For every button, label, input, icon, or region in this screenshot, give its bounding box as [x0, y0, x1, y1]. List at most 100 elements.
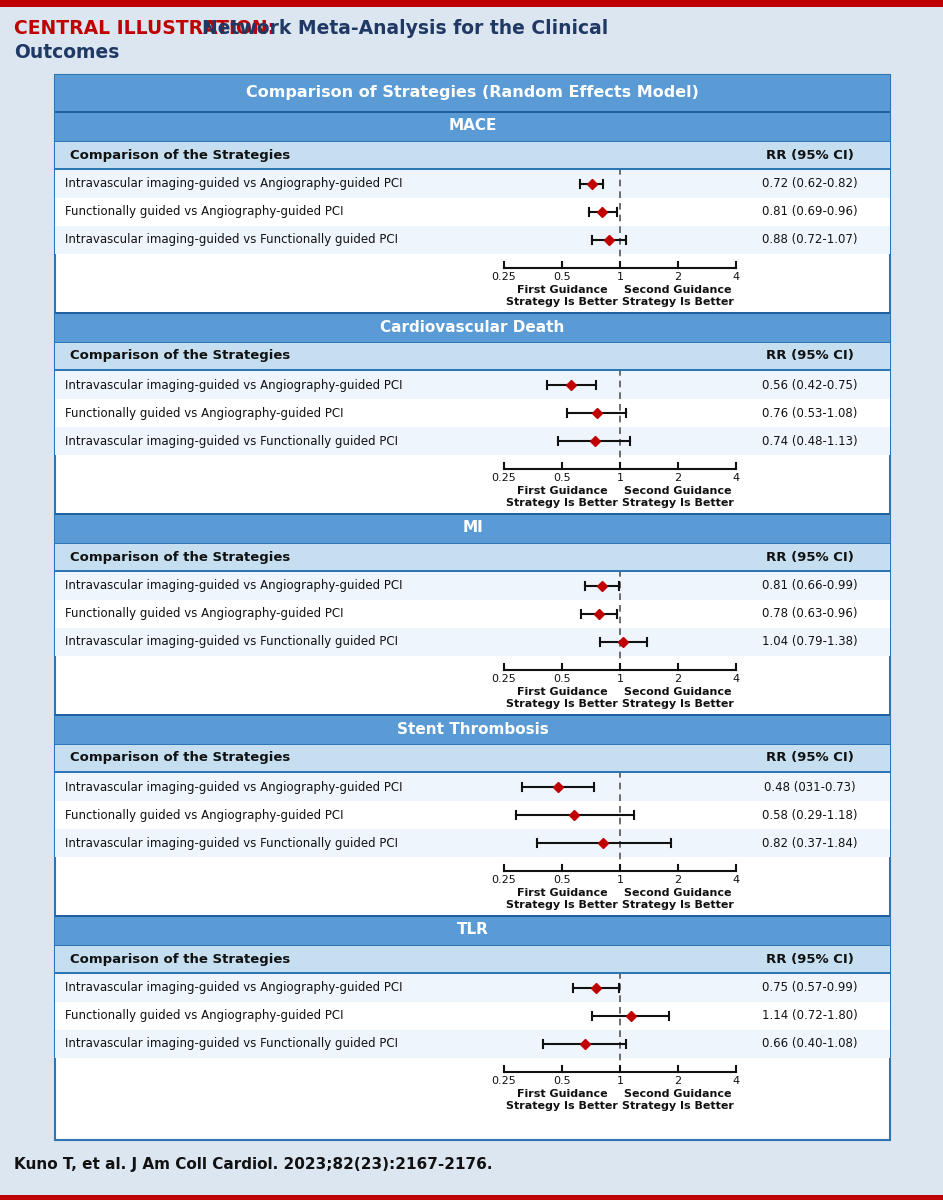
- Text: Outcomes: Outcomes: [14, 42, 120, 61]
- Text: Kuno T, et al. J Am Coll Cardiol. 2023;82(23):2167-2176.: Kuno T, et al. J Am Coll Cardiol. 2023;8…: [14, 1158, 492, 1172]
- Text: 0.75 (0.57-0.99): 0.75 (0.57-0.99): [762, 982, 858, 995]
- Text: 1: 1: [617, 1076, 623, 1086]
- Text: 1: 1: [617, 272, 623, 282]
- Text: Intravascular imaging-guided vs Functionally guided PCI: Intravascular imaging-guided vs Function…: [65, 636, 398, 648]
- Text: Second Guidance: Second Guidance: [624, 284, 732, 295]
- Bar: [55, 170, 890, 198]
- Text: First Guidance: First Guidance: [517, 486, 607, 496]
- Bar: [55, 542, 890, 571]
- Bar: [55, 600, 890, 628]
- Bar: [55, 427, 890, 455]
- Text: 2: 2: [674, 875, 682, 886]
- Bar: [55, 371, 890, 398]
- Text: 0.5: 0.5: [553, 875, 571, 886]
- Text: TLR: TLR: [456, 923, 488, 937]
- Text: 0.74 (0.48-1.13): 0.74 (0.48-1.13): [762, 434, 858, 448]
- Text: Strategy Is Better: Strategy Is Better: [506, 698, 618, 709]
- Text: CENTRAL ILLUSTRATION:: CENTRAL ILLUSTRATION:: [14, 18, 282, 37]
- Text: Intravascular imaging-guided vs Functionally guided PCI: Intravascular imaging-guided vs Function…: [65, 1038, 398, 1050]
- Text: MACE: MACE: [448, 119, 497, 133]
- Text: 0.58 (0.29-1.18): 0.58 (0.29-1.18): [762, 809, 858, 822]
- Text: 0.88 (0.72-1.07): 0.88 (0.72-1.07): [762, 234, 858, 246]
- Text: 4: 4: [733, 473, 740, 482]
- Text: Intravascular imaging-guided vs Functionally guided PCI: Intravascular imaging-guided vs Function…: [65, 434, 398, 448]
- Bar: [55, 628, 890, 656]
- Text: 1: 1: [617, 674, 623, 684]
- Bar: [55, 514, 890, 542]
- Text: First Guidance: First Guidance: [517, 888, 607, 898]
- Text: 2: 2: [674, 473, 682, 482]
- Bar: [0, 1195, 943, 1200]
- Text: 0.5: 0.5: [553, 674, 571, 684]
- Text: RR (95% CI): RR (95% CI): [766, 953, 854, 966]
- Text: First Guidance: First Guidance: [517, 1090, 607, 1099]
- Text: Stent Thrombosis: Stent Thrombosis: [397, 721, 549, 737]
- Text: Second Guidance: Second Guidance: [624, 888, 732, 898]
- Bar: [55, 398, 890, 427]
- Text: Cardiovascular Death: Cardiovascular Death: [380, 319, 565, 335]
- Bar: [55, 514, 890, 515]
- Text: 0.48 (031-0.73): 0.48 (031-0.73): [764, 780, 856, 793]
- Text: 0.66 (0.40-1.08): 0.66 (0.40-1.08): [762, 1038, 858, 1050]
- Bar: [55, 714, 890, 716]
- Text: 4: 4: [733, 272, 740, 282]
- Text: Strategy Is Better: Strategy Is Better: [622, 1102, 734, 1111]
- Text: Functionally guided vs Angiography-guided PCI: Functionally guided vs Angiography-guide…: [65, 607, 343, 620]
- Bar: [55, 312, 890, 342]
- Bar: [55, 773, 890, 802]
- Bar: [55, 829, 890, 857]
- Text: 1.04 (0.79-1.38): 1.04 (0.79-1.38): [762, 636, 858, 648]
- Bar: [55, 772, 890, 773]
- Bar: [55, 974, 890, 1002]
- Text: Comparison of the Strategies: Comparison of the Strategies: [70, 751, 290, 764]
- Text: 0.25: 0.25: [491, 272, 516, 282]
- Text: 0.5: 0.5: [553, 272, 571, 282]
- Text: Intravascular imaging-guided vs Angiography-guided PCI: Intravascular imaging-guided vs Angiogra…: [65, 378, 403, 391]
- Bar: [55, 570, 890, 572]
- Text: Network Meta-Analysis for the Clinical: Network Meta-Analysis for the Clinical: [202, 18, 608, 37]
- Text: Strategy Is Better: Strategy Is Better: [506, 296, 618, 307]
- Text: MI: MI: [462, 521, 483, 535]
- Text: First Guidance: First Guidance: [517, 686, 607, 697]
- Text: 0.76 (0.53-1.08): 0.76 (0.53-1.08): [762, 407, 858, 420]
- Bar: [55, 744, 890, 772]
- Text: Intravascular imaging-guided vs Angiography-guided PCI: Intravascular imaging-guided vs Angiogra…: [65, 178, 403, 191]
- Text: RR (95% CI): RR (95% CI): [766, 349, 854, 362]
- Text: Intravascular imaging-guided vs Angiography-guided PCI: Intravascular imaging-guided vs Angiogra…: [65, 982, 403, 995]
- Bar: [55, 110, 890, 113]
- Text: 0.81 (0.66-0.99): 0.81 (0.66-0.99): [762, 580, 858, 593]
- Bar: [55, 714, 890, 744]
- Bar: [55, 802, 890, 829]
- Text: Functionally guided vs Angiography-guided PCI: Functionally guided vs Angiography-guide…: [65, 407, 343, 420]
- Text: RR (95% CI): RR (95% CI): [766, 551, 854, 564]
- Text: RR (95% CI): RR (95% CI): [766, 149, 854, 162]
- Text: 0.72 (0.62-0.82): 0.72 (0.62-0.82): [762, 178, 858, 191]
- Text: 1.14 (0.72-1.80): 1.14 (0.72-1.80): [762, 1009, 858, 1022]
- Text: Comparison of Strategies (Random Effects Model): Comparison of Strategies (Random Effects…: [246, 85, 699, 101]
- Text: Second Guidance: Second Guidance: [624, 686, 732, 697]
- Text: Intravascular imaging-guided vs Angiography-guided PCI: Intravascular imaging-guided vs Angiogra…: [65, 580, 403, 593]
- Bar: [55, 74, 890, 1140]
- Text: Strategy Is Better: Strategy Is Better: [622, 296, 734, 307]
- Text: Comparison of the Strategies: Comparison of the Strategies: [70, 953, 290, 966]
- Text: 0.25: 0.25: [491, 1076, 516, 1086]
- Bar: [55, 74, 890, 110]
- Text: Intravascular imaging-guided vs Functionally guided PCI: Intravascular imaging-guided vs Function…: [65, 836, 398, 850]
- Text: 2: 2: [674, 674, 682, 684]
- Text: Strategy Is Better: Strategy Is Better: [622, 698, 734, 709]
- Text: 0.78 (0.63-0.96): 0.78 (0.63-0.96): [762, 607, 858, 620]
- Text: Comparison of the Strategies: Comparison of the Strategies: [70, 551, 290, 564]
- Text: 4: 4: [733, 674, 740, 684]
- Text: Functionally guided vs Angiography-guided PCI: Functionally guided vs Angiography-guide…: [65, 1009, 343, 1022]
- Bar: [55, 110, 890, 140]
- Text: 0.5: 0.5: [553, 1076, 571, 1086]
- Text: 1: 1: [617, 875, 623, 886]
- Text: Strategy Is Better: Strategy Is Better: [506, 1102, 618, 1111]
- Text: First Guidance: First Guidance: [517, 284, 607, 295]
- Text: 1: 1: [617, 473, 623, 482]
- Text: 0.82 (0.37-1.84): 0.82 (0.37-1.84): [762, 836, 858, 850]
- Text: RR (95% CI): RR (95% CI): [766, 751, 854, 764]
- Bar: [55, 342, 890, 370]
- Text: 0.25: 0.25: [491, 674, 516, 684]
- Text: 0.56 (0.42-0.75): 0.56 (0.42-0.75): [762, 378, 858, 391]
